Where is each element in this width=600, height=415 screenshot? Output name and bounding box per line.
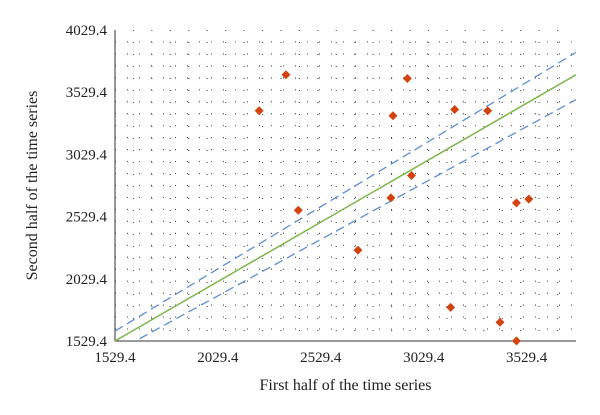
data-point <box>511 198 521 208</box>
data-point <box>450 105 460 115</box>
data-point <box>388 111 398 121</box>
data-point <box>386 193 396 203</box>
data-point <box>402 73 412 83</box>
y-tick-label: 1529.4 <box>66 334 108 350</box>
x-tick-label: 3029.4 <box>403 350 445 366</box>
y-tick-label: 2529.4 <box>66 210 108 226</box>
reference-line <box>115 74 576 341</box>
data-point <box>446 302 456 312</box>
confidence-band <box>115 51 576 341</box>
data-point <box>353 245 363 255</box>
x-axis-title: First half of the time series <box>260 377 432 394</box>
data-point <box>254 106 264 116</box>
data-point <box>483 106 493 116</box>
grid <box>115 30 576 341</box>
data-points <box>254 70 534 346</box>
data-point <box>511 336 521 346</box>
data-point <box>524 194 534 204</box>
y-axis-title: Second half of the time series <box>24 91 41 281</box>
x-tick-label: 2529.4 <box>300 350 342 366</box>
x-tick-label: 2029.4 <box>197 350 239 366</box>
y-tick-labels: 1529.4 2029.4 2529.4 3029.4 3529.4 4029.4 <box>66 23 108 350</box>
reference-line-segment <box>115 74 576 341</box>
data-point <box>406 170 416 180</box>
y-tick-label: 3529.4 <box>66 85 108 101</box>
y-tick-label: 3029.4 <box>66 147 108 163</box>
x-tick-label: 1529.4 <box>94 350 136 366</box>
data-point <box>293 205 303 215</box>
y-tick-label: 4029.4 <box>66 23 108 39</box>
confidence-bound-lower <box>134 99 576 341</box>
data-point <box>281 70 291 80</box>
x-tick-label: 3529.4 <box>506 350 548 366</box>
x-tick-labels: 1529.4 2029.4 2529.4 3029.4 3529.4 <box>94 350 547 366</box>
data-point <box>495 317 505 327</box>
y-tick-label: 2029.4 <box>66 272 108 288</box>
confidence-bound-upper <box>115 51 576 332</box>
